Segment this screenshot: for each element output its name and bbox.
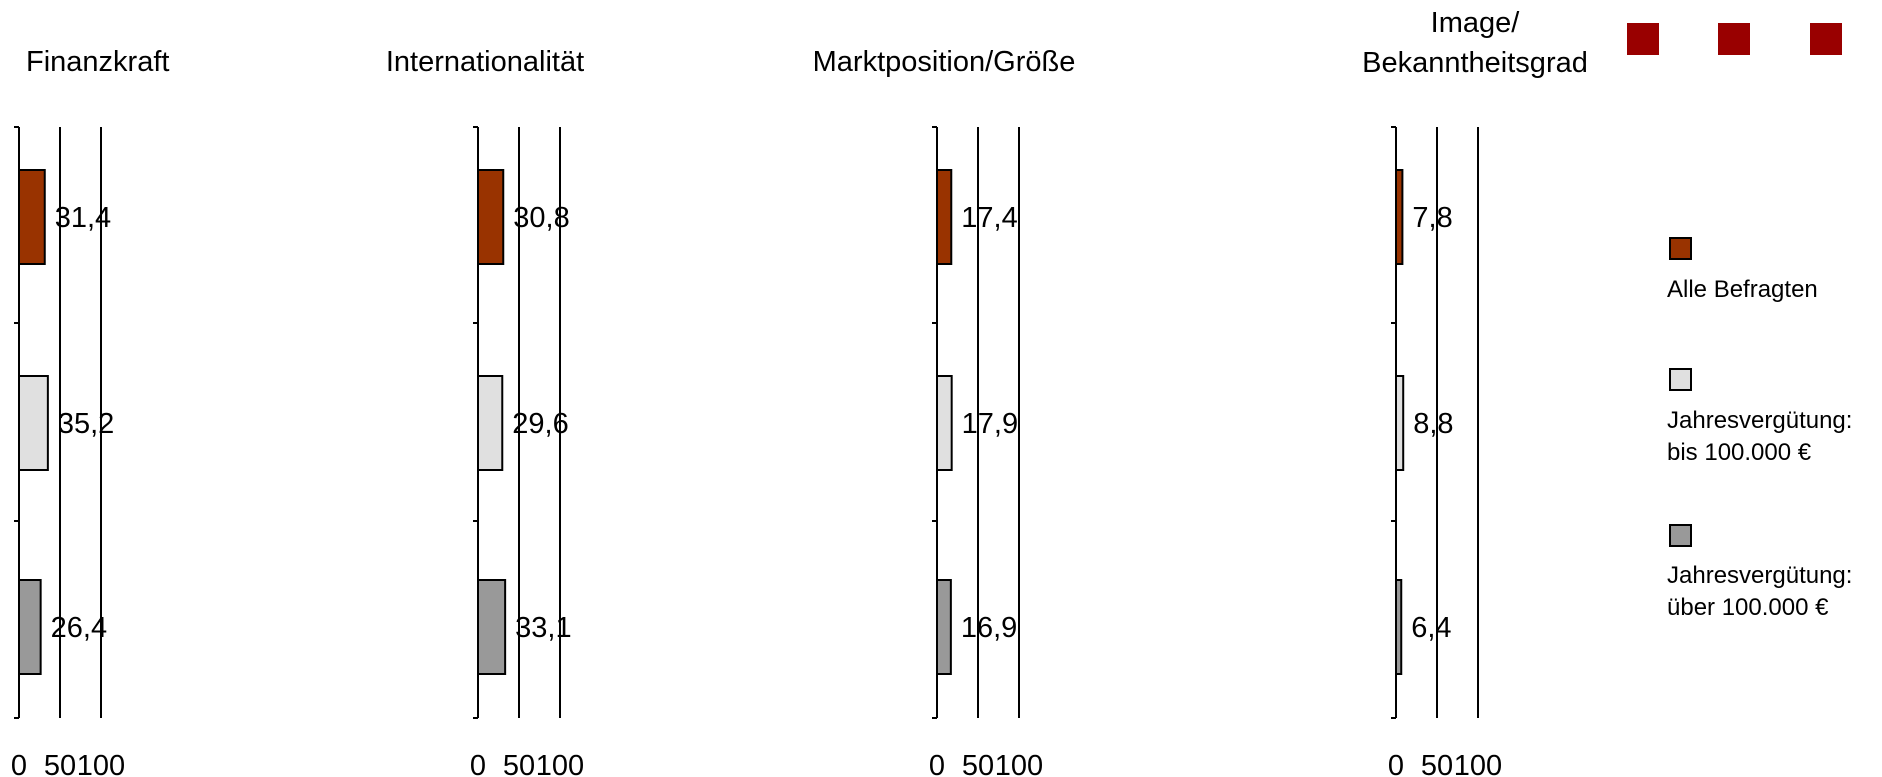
- panel-3-bar-bis: [936, 375, 953, 471]
- panel-2-bar-alle: [477, 169, 505, 265]
- legend-swatch-bis: [1669, 368, 1692, 391]
- panel-2-bar-ueber: [477, 579, 507, 675]
- panel-4-bar-bis: [1395, 375, 1405, 471]
- panel-4-value-label-bis: 8,8: [1413, 408, 1453, 440]
- legend-label-alle: Alle Befragten: [1667, 276, 1818, 303]
- panel-1-xtick-label-0: 0: [11, 750, 27, 777]
- panel-2-xtick-label-0: 0: [470, 750, 486, 777]
- legend-label-ueber: Jahresvergütung: über 100.000 €: [1667, 562, 1852, 621]
- decorative-square-2: [1718, 23, 1750, 55]
- panel-2-value-label-bis: 29,6: [512, 408, 568, 440]
- panel-3-bar-alle: [936, 169, 953, 265]
- panel-3-xtick-label-100: 100: [995, 750, 1043, 777]
- panel-3-value-label-ueber: 16,9: [961, 612, 1017, 644]
- panel-4-title-line-1: Image/: [1431, 7, 1521, 39]
- panel-2-xtick-label-100: 100: [536, 750, 584, 777]
- panel-1-value-label-bis: 35,2: [58, 408, 114, 440]
- panel-1-bar-alle: [18, 169, 46, 265]
- panel-3-bar-ueber: [936, 579, 952, 675]
- panel-4-xtick-label-0: 0: [1388, 750, 1404, 777]
- panel-1-title: Finanzkraft: [26, 46, 169, 78]
- panel-2-xtick-label-50: 50: [503, 750, 535, 777]
- panel-4-xtick-label-50: 50: [1421, 750, 1453, 777]
- panel-4-xtick-label-100: 100: [1454, 750, 1502, 777]
- legend-swatch-ueber: [1669, 524, 1692, 547]
- panel-1-xtick-label-100: 100: [77, 750, 125, 777]
- panel-1-value-label-ueber: 26,4: [51, 612, 107, 644]
- panel-2-title: Internationalität: [386, 46, 584, 78]
- panel-4-title-line-2: Bekanntheitsgrad: [1362, 47, 1588, 79]
- panel-3-value-label-alle: 17,4: [961, 202, 1017, 234]
- legend-label-bis: Jahresvergütung: bis 100.000 €: [1667, 407, 1852, 466]
- panel-4-bar-ueber: [1395, 579, 1403, 675]
- panel-2-value-label-alle: 30,8: [513, 202, 569, 234]
- panel-2-value-label-ueber: 33,1: [515, 612, 571, 644]
- panel-4-value-label-alle: 7,8: [1412, 202, 1452, 234]
- panel-3-xtick-label-0: 0: [929, 750, 945, 777]
- panel-3-title: Marktposition/Größe: [813, 46, 1076, 78]
- panel-4-value-label-ueber: 6,4: [1411, 612, 1451, 644]
- panel-1-bar-bis: [18, 375, 49, 471]
- legend-swatch-alle: [1669, 237, 1692, 260]
- decorative-square-3: [1810, 23, 1842, 55]
- panel-1-value-label-alle: 31,4: [55, 202, 111, 234]
- panel-2-bar-bis: [477, 375, 504, 471]
- panel-3-value-label-bis: 17,9: [962, 408, 1018, 440]
- panel-1-bar-ueber: [18, 579, 42, 675]
- panel-4-bar-alle: [1395, 169, 1404, 265]
- panel-3-xtick-label-50: 50: [962, 750, 994, 777]
- panel-1-xtick-label-50: 50: [44, 750, 76, 777]
- decorative-square-1: [1627, 23, 1659, 55]
